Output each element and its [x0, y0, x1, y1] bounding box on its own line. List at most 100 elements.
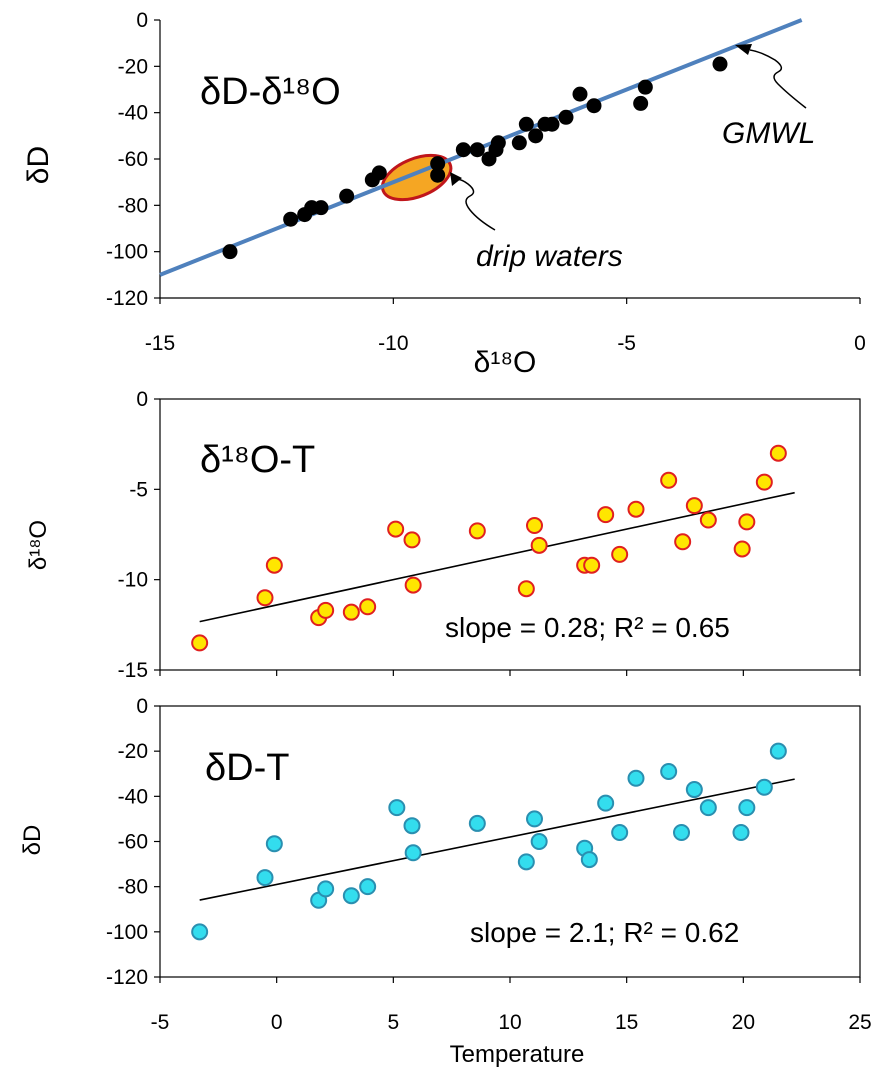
panel-dd-d18o: 0-20-40-60-80-100-120 -15 -10 -5 0 δD-δ¹⁸O … [22, 9, 866, 379]
data-point [517, 580, 535, 598]
data-point [528, 128, 544, 144]
data-point [597, 506, 615, 524]
data-point [191, 634, 209, 652]
data-point [403, 817, 421, 835]
p2-y-axis-title: δ¹⁸O [25, 520, 52, 570]
data-point [490, 135, 506, 151]
data-point [660, 471, 678, 489]
data-point [526, 516, 543, 534]
data-point [685, 497, 703, 515]
data-point [265, 556, 283, 574]
p1-x-axis-title: δ¹⁸O [474, 346, 537, 379]
gmwl-annotation-label: GMWL [722, 117, 815, 150]
data-point [388, 799, 406, 817]
data-point [572, 86, 588, 102]
y-tick-label: -60 [118, 148, 148, 171]
drip-waters-annotation-arrow [455, 178, 496, 231]
data-point [627, 500, 645, 518]
data-point [359, 598, 377, 616]
x-tick-label: 15 [615, 1011, 638, 1034]
data-point [455, 142, 471, 158]
data-point [633, 95, 649, 111]
p2-y-ticks: 0 -5 -10 -15 [118, 388, 160, 682]
data-point [733, 540, 751, 558]
data-point [586, 98, 602, 114]
p2-x-ticks [159, 670, 861, 676]
data-point [256, 589, 274, 607]
data-point [580, 851, 598, 869]
data-point [769, 742, 787, 760]
p2-title: δ¹⁸O-T [200, 439, 315, 481]
y-tick-label: -5 [129, 478, 148, 501]
data-point [518, 116, 534, 132]
y-tick-label: -15 [118, 659, 148, 682]
data-point [468, 814, 486, 832]
data-point [283, 211, 299, 227]
y-tick-label: -40 [118, 785, 148, 808]
p3-stat-label: slope = 2.1; R² = 0.62 [470, 917, 739, 948]
data-point [469, 142, 485, 158]
data-point [404, 844, 422, 862]
p1-y-ticks: 0 -20 -40 -60 -80 -100 -120 [106, 9, 160, 310]
data-point [558, 109, 574, 125]
data-point [597, 794, 615, 812]
data-point [342, 603, 360, 621]
data-point [738, 799, 756, 817]
data-point [755, 778, 773, 796]
data-point [732, 823, 750, 841]
data-point [530, 536, 548, 554]
p2-trend-line [199, 491, 795, 623]
data-point [371, 165, 387, 181]
y-tick-label: -100 [106, 921, 148, 944]
p1-y-axis-title: δD [22, 146, 55, 184]
y-tick-label: 0 [136, 388, 148, 411]
x-tick-label: 0 [271, 1011, 283, 1034]
gmwl-arrowhead [735, 44, 752, 55]
x-tick-label: -5 [151, 1011, 170, 1034]
data-point [611, 823, 629, 841]
p1-title: δD-δ¹⁸O [200, 71, 341, 113]
p3-trend-line [199, 778, 795, 901]
p3-points [191, 742, 787, 941]
p3-x-axis-title: Temperature [450, 1041, 585, 1068]
data-point [313, 200, 329, 216]
data-point [611, 545, 629, 563]
p3-title: δD-T [205, 747, 289, 789]
data-point [699, 799, 717, 817]
x-tick-label: 5 [387, 1011, 399, 1034]
data-point [685, 781, 703, 799]
panel-d18o-t: 0 -5 -10 -15 δ¹⁸O-T slope = 0.28; R² = 0.65… [25, 388, 861, 682]
p3-y-axis-title: δD [19, 825, 46, 856]
data-point [544, 116, 560, 132]
y-tick-label: -20 [118, 740, 148, 763]
p2-stat-label: slope = 0.28; R² = 0.65 [445, 612, 730, 643]
p2-points [191, 444, 787, 652]
data-point [769, 444, 787, 462]
y-tick-label: -20 [118, 55, 148, 78]
data-point [517, 853, 535, 871]
y-tick-label: -80 [118, 876, 148, 899]
data-point [468, 522, 486, 540]
data-point [359, 878, 377, 896]
data-point [404, 576, 422, 594]
panel-dd-t: 0-20-40-60-80-100-120 -5 0 5 10 15 20 25 δD-T … [19, 695, 872, 1068]
y-tick-label: 0 [136, 9, 148, 32]
data-point [430, 156, 446, 172]
y-tick-label: -80 [118, 194, 148, 217]
data-point [660, 762, 678, 780]
x-tick-label: -5 [617, 332, 636, 355]
x-tick-label: 0 [854, 332, 866, 355]
p1-x-ticks: -15 -10 -5 0 [145, 298, 866, 355]
data-point [583, 556, 601, 574]
data-point [755, 473, 773, 491]
y-tick-label: -40 [118, 102, 148, 125]
data-point [222, 244, 238, 260]
data-point [712, 56, 728, 72]
x-tick-label: 25 [848, 1011, 871, 1034]
data-point [530, 833, 548, 850]
data-point [317, 601, 335, 619]
drip-waters-arrowhead [450, 172, 462, 186]
data-point [673, 823, 690, 841]
data-point [430, 167, 446, 183]
